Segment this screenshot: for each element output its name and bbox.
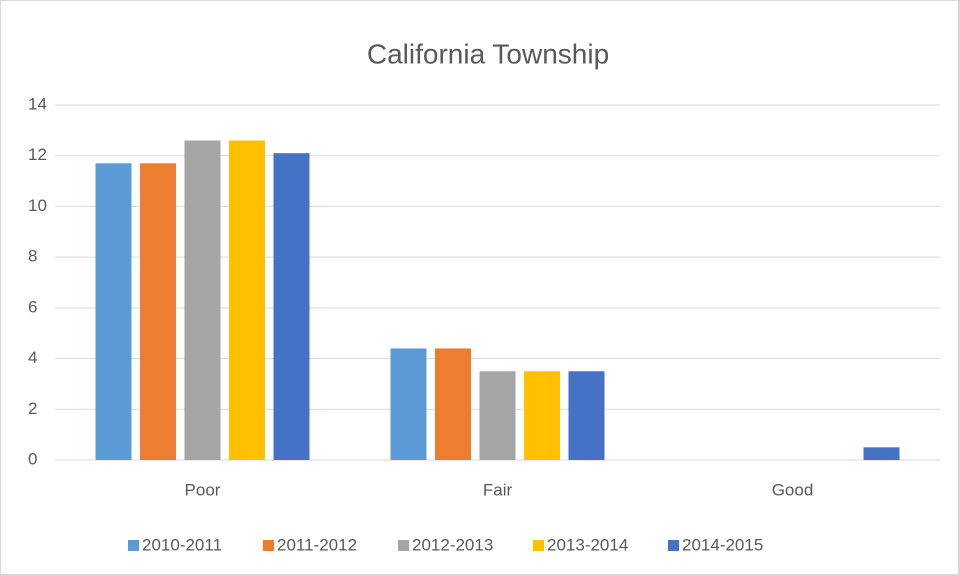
bar <box>568 371 605 460</box>
bar <box>479 371 516 460</box>
chart-title: California Township <box>367 38 609 69</box>
y-tick-label: 10 <box>28 196 47 215</box>
legend-label: 2011-2012 <box>277 535 357 554</box>
bar <box>863 447 900 460</box>
legend-swatch <box>533 540 544 551</box>
bar <box>184 140 221 460</box>
bar <box>524 371 560 460</box>
y-tick-label: 0 <box>28 449 37 468</box>
bar <box>390 348 427 460</box>
y-tick-label: 12 <box>28 145 47 164</box>
bar <box>273 153 310 460</box>
legend-label: 2013-2014 <box>547 535 628 554</box>
legend-swatch <box>398 540 409 551</box>
bar <box>95 163 132 461</box>
y-tick-label: 6 <box>28 297 37 316</box>
legend-label: 2014-2015 <box>682 535 763 554</box>
bar <box>140 163 176 461</box>
bar <box>435 348 471 460</box>
y-tick-label: 8 <box>28 247 37 266</box>
x-tick-label: Fair <box>483 480 513 499</box>
y-tick-label: 4 <box>28 348 37 367</box>
legend-label: 2012-2013 <box>412 535 493 554</box>
x-tick-label: Good <box>772 480 814 499</box>
legend-swatch <box>263 540 274 551</box>
y-tick-label: 14 <box>28 94 47 113</box>
bar <box>229 140 265 460</box>
legend-swatch <box>668 540 679 551</box>
y-tick-label: 2 <box>28 399 37 418</box>
legend-swatch <box>128 540 139 551</box>
legend-label: 2010-2011 <box>142 535 222 554</box>
x-tick-label: Poor <box>185 480 221 499</box>
